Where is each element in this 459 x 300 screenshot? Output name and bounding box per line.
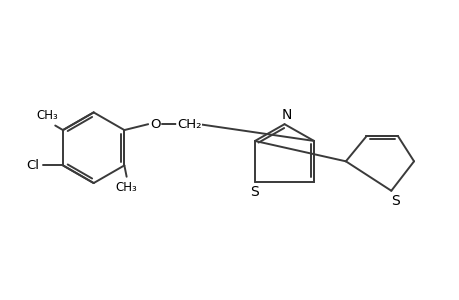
- Text: Cl: Cl: [26, 159, 39, 172]
- Text: N: N: [281, 108, 291, 122]
- Text: CH₃: CH₃: [116, 181, 137, 194]
- Text: S: S: [391, 194, 399, 208]
- Text: O: O: [150, 118, 160, 131]
- Text: CH₃: CH₃: [37, 109, 58, 122]
- Text: CH₂: CH₂: [176, 118, 201, 131]
- Text: S: S: [249, 185, 258, 199]
